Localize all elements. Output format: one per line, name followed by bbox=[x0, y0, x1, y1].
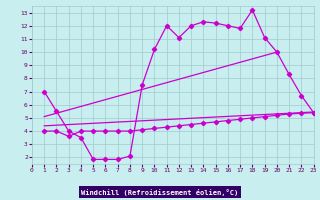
Text: Windchill (Refroidissement éolien,°C): Windchill (Refroidissement éolien,°C) bbox=[81, 188, 239, 196]
